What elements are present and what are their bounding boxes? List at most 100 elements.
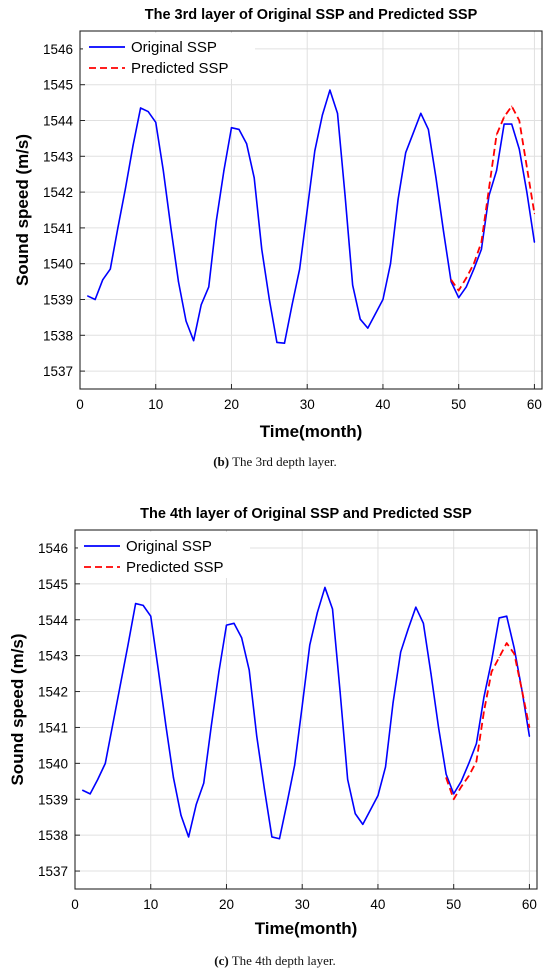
data-point <box>362 823 364 825</box>
figure-caption: (b) The 3rd depth layer. <box>213 454 337 469</box>
data-point <box>488 187 490 190</box>
data-point <box>321 114 323 116</box>
data-point <box>316 611 318 614</box>
data-point <box>384 766 387 768</box>
data-point <box>465 286 467 288</box>
data-point <box>475 743 478 745</box>
data-point <box>518 119 520 122</box>
y-tick-label: 1539 <box>43 293 73 308</box>
data-point <box>513 647 515 650</box>
data-point <box>268 298 270 301</box>
y-tick-label: 1538 <box>43 328 73 343</box>
data-point <box>331 608 334 610</box>
y-tick-label: 1545 <box>43 78 73 93</box>
data-point <box>460 786 462 788</box>
data-point <box>465 277 467 279</box>
data-point <box>483 696 485 698</box>
legend-box <box>78 532 250 578</box>
data-point <box>225 624 228 626</box>
data-point <box>119 683 122 685</box>
data-point <box>150 615 152 617</box>
data-point <box>155 121 157 123</box>
y-axis-label: Sound speed (m/s) <box>8 633 27 785</box>
data-point <box>185 320 187 322</box>
data-point <box>94 298 96 301</box>
data-point <box>511 105 513 107</box>
data-point <box>511 123 513 125</box>
data-point <box>437 726 440 729</box>
data-point <box>97 778 99 781</box>
data-point <box>344 195 346 197</box>
caption-text: The 3rd depth layer. <box>229 454 337 469</box>
data-point <box>134 602 137 605</box>
data-point <box>405 152 407 154</box>
data-point <box>498 617 500 619</box>
data-point <box>215 220 217 222</box>
legend-label: Predicted SSP <box>126 559 224 576</box>
data-point <box>458 297 460 299</box>
data-point <box>453 793 455 795</box>
data-point <box>460 780 462 782</box>
chart-panel-1: 0 10 20 30 40 50 60 1537 1538 1539 1540 1541 1542 154… <box>13 7 543 469</box>
data-point <box>533 241 536 243</box>
data-point <box>526 191 528 193</box>
data-point <box>246 143 248 145</box>
data-point <box>263 787 265 790</box>
data-point <box>253 177 255 179</box>
data-point <box>506 615 508 617</box>
data-point <box>495 170 498 172</box>
data-point <box>495 134 498 136</box>
data-point <box>503 123 505 125</box>
data-point <box>427 128 429 131</box>
data-point <box>139 107 142 109</box>
data-point <box>458 289 460 292</box>
legend-label: Original SSP <box>131 39 217 56</box>
legend: Original SSP Predicted SSP <box>83 33 255 79</box>
data-point <box>407 628 409 630</box>
data-point <box>195 804 197 806</box>
x-tick-label: 60 <box>522 897 537 912</box>
data-point <box>102 279 104 281</box>
y-tick-label: 1546 <box>38 541 68 556</box>
x-axis-label: Time(month) <box>255 919 358 938</box>
y-axis-label: Sound speed (m/s) <box>13 134 32 286</box>
data-point <box>468 775 470 777</box>
axes-frame <box>74 529 538 890</box>
data-point <box>230 127 233 129</box>
data-point <box>392 701 394 703</box>
x-tick-label: 30 <box>300 397 315 412</box>
series-line <box>450 105 536 292</box>
y-tick-label: 1537 <box>38 864 68 879</box>
axes-frame <box>79 30 543 390</box>
data-point <box>453 798 455 800</box>
data-point <box>483 710 485 712</box>
data-point <box>142 604 144 606</box>
data-point <box>329 89 331 91</box>
data-point <box>442 230 445 233</box>
caption-tag: (b) <box>213 454 229 469</box>
data-point <box>475 760 478 763</box>
data-point <box>124 187 127 190</box>
data-point <box>445 777 447 779</box>
data-point <box>422 622 424 624</box>
x-tick-label: 30 <box>295 897 310 912</box>
y-tick-label: 1541 <box>38 720 68 735</box>
data-point <box>132 144 134 147</box>
data-point <box>528 726 531 729</box>
data-point <box>256 735 258 738</box>
y-tick-label: 1540 <box>43 257 73 272</box>
data-point <box>354 813 356 815</box>
y-tick-label: 1543 <box>43 149 73 164</box>
data-point <box>283 342 286 344</box>
data-point <box>238 128 240 131</box>
data-point <box>89 793 91 795</box>
data-point <box>526 166 528 168</box>
data-point <box>420 112 422 114</box>
data-point <box>490 671 493 673</box>
plot-area <box>75 530 537 889</box>
chart-title: The 4th layer of Original SSP and Predic… <box>140 506 472 522</box>
x-tick-label: 60 <box>527 397 542 412</box>
data-point <box>299 268 301 270</box>
y-tick-label: 1537 <box>43 364 73 379</box>
